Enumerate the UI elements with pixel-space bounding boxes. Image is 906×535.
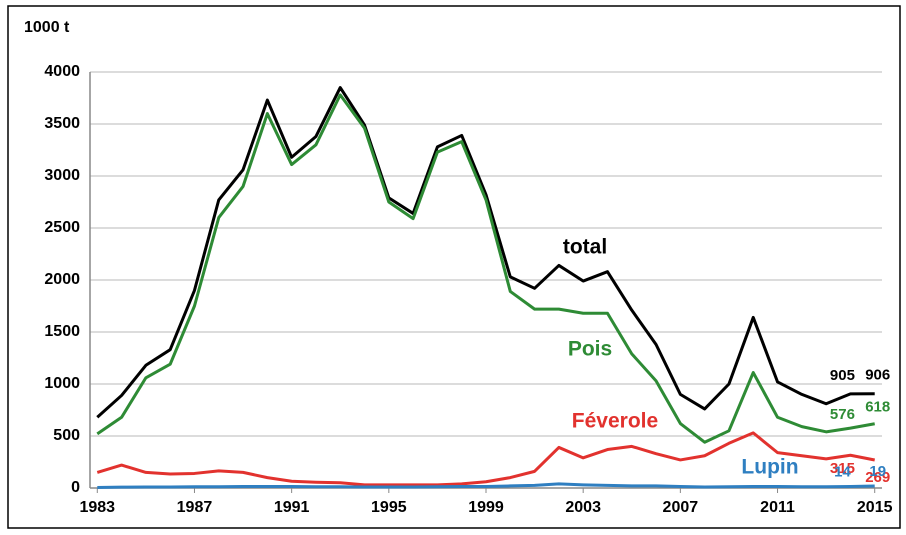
x-tick-label: 1983 (79, 499, 115, 516)
y-tick-label: 0 (71, 479, 80, 496)
frame (7, 5, 901, 529)
series-line (97, 482, 875, 489)
y-axis-label: 1000 t (24, 19, 70, 36)
y-tick-label: 3000 (44, 167, 80, 184)
x-tick-label: 2011 (760, 499, 795, 516)
x-tick-label: 2015 (857, 499, 893, 516)
x-tick-label: 1999 (468, 499, 504, 516)
x-tick-label: 2003 (565, 499, 601, 516)
data-label: 14 (834, 464, 851, 481)
data-label: 618 (865, 399, 890, 416)
y-tick-label: 1000 (44, 375, 80, 392)
y-tick-label: 500 (53, 427, 80, 444)
series-name: Féverole (572, 410, 658, 433)
series-name: Pois (568, 338, 612, 361)
series-name: total (563, 236, 607, 259)
x-tick-label: 1995 (371, 499, 407, 516)
series-line (96, 93, 875, 444)
data-label: 906 (865, 367, 890, 384)
x-tick-label: 1991 (274, 499, 310, 516)
series-name: Lupin (741, 456, 798, 479)
y-tick-label: 2500 (44, 219, 80, 236)
data-label: 315 (830, 460, 855, 477)
data-label: 269 (865, 469, 890, 486)
y-tick-label: 1500 (44, 323, 80, 340)
data-label: 19 (869, 463, 886, 480)
series-line (96, 431, 876, 487)
x-tick-label: 2007 (663, 499, 699, 516)
series-line (96, 86, 875, 419)
data-label: 576 (830, 406, 855, 423)
y-tick-label: 2000 (44, 271, 80, 288)
data-label: 905 (830, 367, 855, 384)
x-tick-label: 1987 (177, 499, 213, 516)
y-tick-label: 3500 (44, 115, 80, 132)
y-tick-label: 4000 (44, 63, 80, 80)
